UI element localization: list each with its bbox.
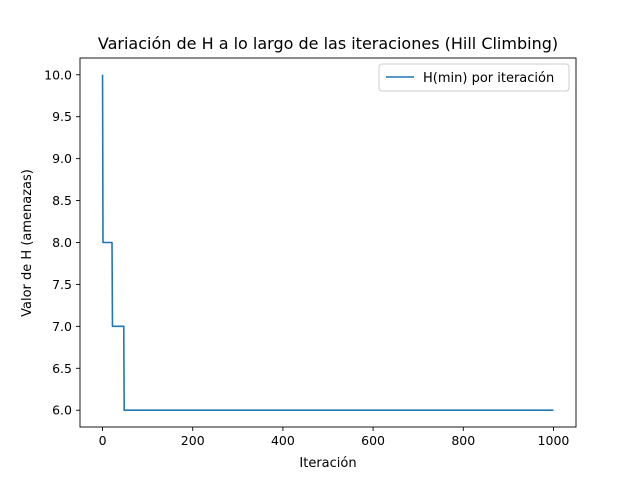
y-tick-label: 6.0	[52, 403, 72, 418]
axis-ticks: 0 200 400 600 800 1000 6.0 6.5 7.0 7.5 8.0 8.5 9.0 9.…	[44, 67, 569, 448]
x-tick-label: 600	[361, 433, 385, 448]
x-tick-label: 1000	[538, 433, 570, 448]
x-axis-label: Iteración	[299, 456, 356, 471]
legend-box	[378, 63, 570, 92]
y-tick-label: 7.5	[52, 277, 72, 292]
y-tick-label: 9.0	[52, 151, 72, 166]
legend-entry-label: H(min) por iteración	[423, 71, 554, 86]
x-tick-label: 0	[99, 433, 107, 448]
x-tick-label: 800	[451, 433, 475, 448]
y-tick-label: 10.0	[44, 67, 72, 82]
x-tick-label: 200	[181, 433, 205, 448]
y-tick-label: 8.0	[52, 235, 72, 250]
x-tick-label: 400	[271, 433, 295, 448]
series-line-0	[101, 74, 554, 412]
y-tick-label: 7.0	[52, 319, 72, 334]
legend: H(min) por iteración	[378, 63, 570, 92]
y-tick-label: 8.5	[52, 193, 72, 208]
chart-title: Variación de H a lo largo de las iteraci…	[98, 34, 558, 53]
y-axis-label: Valor de H (amenazas)	[20, 169, 35, 317]
y-tick-label: 6.5	[52, 361, 72, 376]
y-tick-label: 9.5	[52, 109, 72, 124]
